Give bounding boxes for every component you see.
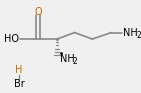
- Text: 2: 2: [136, 31, 141, 40]
- Text: NH: NH: [124, 28, 138, 38]
- Text: O: O: [34, 7, 42, 17]
- Text: H: H: [15, 65, 23, 75]
- Text: NH: NH: [60, 54, 74, 64]
- Text: 2: 2: [73, 57, 77, 66]
- Text: HO: HO: [4, 34, 19, 44]
- Text: Br: Br: [14, 79, 24, 89]
